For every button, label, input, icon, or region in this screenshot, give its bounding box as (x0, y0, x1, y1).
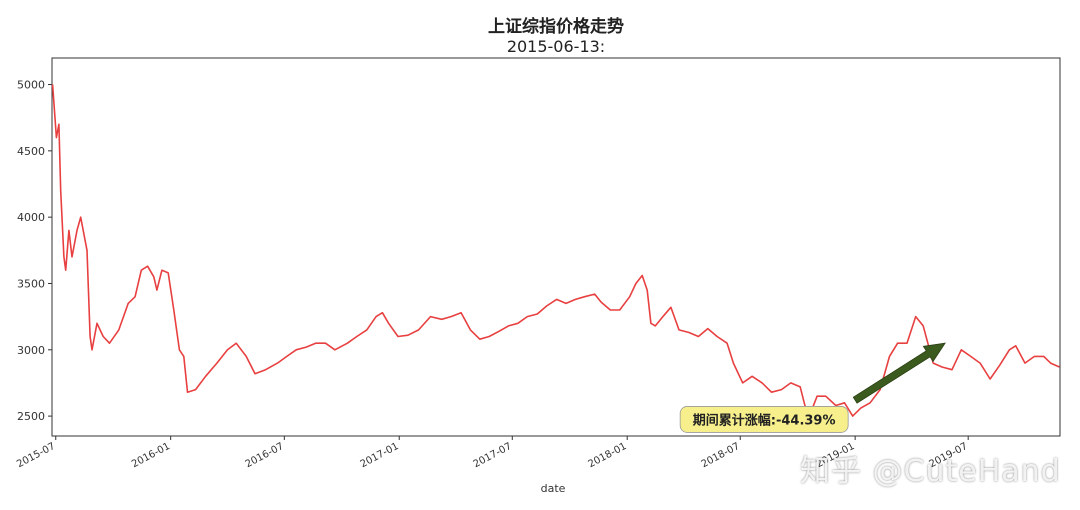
annotation-text: 期间累计涨幅:-44.39% (693, 412, 836, 428)
x-tick-label: 2017-07 (472, 441, 514, 470)
y-tick-label: 4000 (17, 211, 45, 224)
x-tick-label: 2017-01 (359, 441, 401, 470)
watermark-text: 知乎 @CuteHand (800, 454, 1061, 489)
annotation-arrow (852, 342, 946, 404)
chart-subtitle: 2015-06-13: (507, 37, 605, 56)
chart-title: 上证综指价格走势 (488, 16, 624, 37)
series-line (51, 84, 1060, 420)
y-tick-label: 3500 (17, 277, 45, 290)
annotation-box (679, 406, 849, 433)
y-tick-label: 5000 (17, 79, 45, 92)
x-tick-label: 2016-07 (244, 441, 286, 470)
x-tick-label: 2018-01 (587, 441, 629, 470)
plot-frame (51, 57, 1061, 437)
x-axis-label: date (541, 482, 566, 495)
plot-layer: 2500 3000 3500 4000 4500 5000 2015-07 2016-01 20… (15, 57, 1061, 470)
y-tick-label: 4500 (17, 145, 45, 158)
y-tick-label: 2500 (17, 410, 45, 423)
x-tick-label: 2015-07 (15, 441, 57, 470)
overlay-layer: 期间累计涨幅:-44.39% (679, 342, 946, 433)
y-tick-label: 3000 (17, 344, 45, 357)
x-tick-label: 2016-01 (130, 441, 172, 470)
x-tick-label: 2018-07 (700, 441, 742, 470)
